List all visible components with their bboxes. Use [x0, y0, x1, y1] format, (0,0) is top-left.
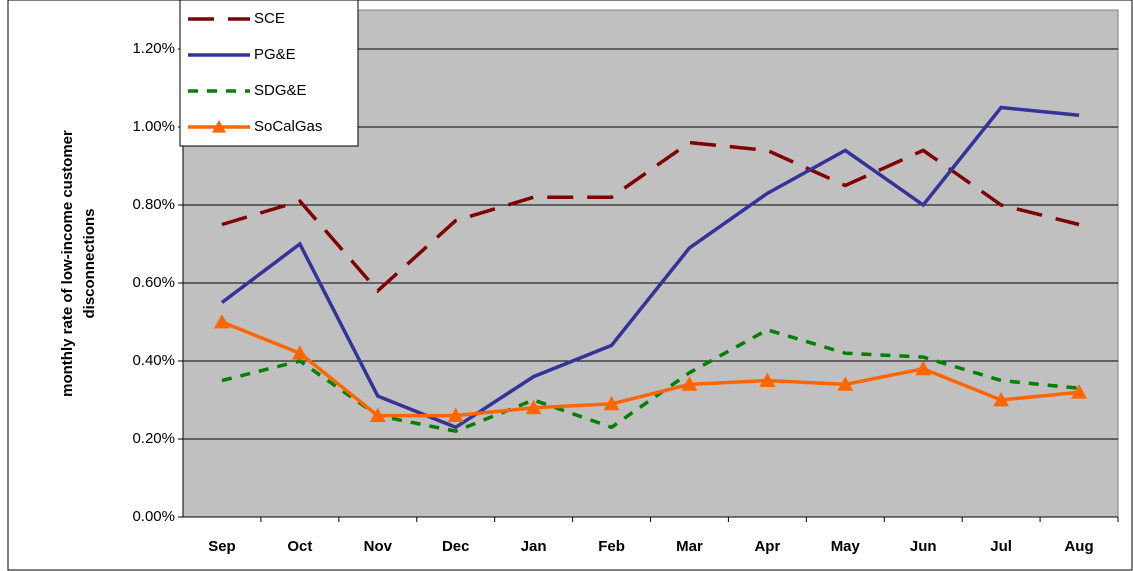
x-tick-label: Jan: [521, 538, 547, 555]
legend-label: SoCalGas: [254, 118, 322, 135]
y-tick-label: 0.00%: [132, 508, 175, 525]
point-marker: [213, 314, 230, 329]
x-tick-label: Sep: [208, 538, 236, 555]
x-tick-label: May: [831, 538, 861, 555]
y-tick-label: 0.60%: [132, 274, 175, 291]
legend-label: SDG&E: [254, 82, 307, 99]
x-tick-label: Oct: [287, 538, 312, 555]
point-marker: [369, 407, 386, 422]
legend-marker: [212, 120, 226, 133]
x-tick-label: Feb: [598, 538, 625, 555]
x-tick-label: Aug: [1064, 538, 1093, 555]
x-tick-label: Apr: [754, 538, 780, 555]
point-marker: [915, 360, 932, 376]
y-axis-label: disconnections: [81, 208, 98, 318]
series-line: [221, 140, 1080, 294]
y-tick-label: 1.20%: [132, 40, 175, 57]
point-marker: [837, 376, 854, 391]
series-line: [221, 320, 1080, 418]
legend-label: PG&E: [254, 46, 296, 63]
point-marker: [993, 392, 1010, 407]
point-marker: [1071, 384, 1088, 399]
x-tick-label: Jun: [910, 538, 937, 555]
y-axis-label: monthly rate of low-income customer: [59, 130, 76, 397]
point-marker: [525, 399, 542, 415]
legend-label: SCE: [254, 10, 285, 27]
x-tick-label: Nov: [364, 538, 393, 555]
y-tick-label: 0.40%: [132, 352, 175, 369]
point-marker: [603, 395, 620, 411]
point-marker: [291, 345, 308, 360]
x-tick-label: Mar: [676, 538, 703, 555]
point-marker: [447, 407, 464, 422]
legend-box: [179, 0, 359, 147]
x-tick-label: Dec: [442, 538, 470, 555]
y-tick-label: 0.80%: [132, 196, 175, 213]
point-marker: [681, 376, 698, 391]
y-tick-label: 0.20%: [132, 430, 175, 447]
x-tick-label: Jul: [990, 538, 1012, 555]
y-tick-label: 1.00%: [132, 118, 175, 135]
series-line: [220, 105, 1080, 430]
point-marker: [759, 372, 776, 387]
